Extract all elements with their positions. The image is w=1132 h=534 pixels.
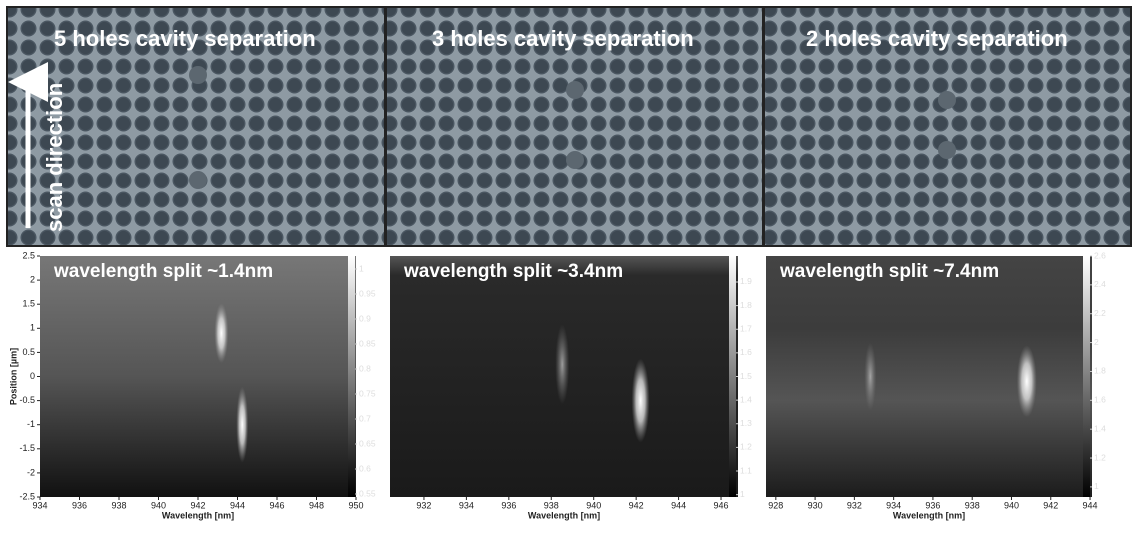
emission-spot (632, 359, 650, 443)
x-tick-label: 942 (190, 500, 205, 510)
y-tick-label: -2.5 (19, 491, 35, 501)
colorbar-tick-label: 1.1 (740, 465, 752, 475)
x-tick-label: 932 (847, 500, 862, 510)
colorbar-tick-label: 2.2 (1094, 308, 1106, 318)
x-tick-label: 938 (965, 500, 980, 510)
x-tick-label: 944 (1083, 500, 1098, 510)
x-tick-label: 936 (501, 500, 516, 510)
x-tick-label: 938 (544, 500, 559, 510)
colorbar-tick-label: 0.6 (359, 463, 371, 473)
colorbar-tick-label: 1 (359, 263, 364, 273)
y-tick-label: -0.5 (19, 395, 35, 405)
colorbar-tick-label: 0.55 (359, 488, 376, 498)
x-tick-label: 932 (416, 500, 431, 510)
colorbar-tick-label: 1.9 (740, 276, 752, 286)
scan-label: scan direction (42, 83, 67, 232)
colorbar-tick-label: 1.4 (740, 394, 752, 404)
x-tick-label: 934 (459, 500, 474, 510)
sem-title: 3 holes cavity separation (432, 26, 694, 51)
colorbar-tick-label: 2.6 (1094, 250, 1106, 260)
y-tick-label: 1 (30, 323, 35, 333)
colorbar-tick-label: 1.2 (1094, 452, 1106, 462)
y-tick-label: 2.5 (22, 250, 35, 260)
x-tick-label: 934 (886, 500, 901, 510)
x-tick-label: 942 (629, 500, 644, 510)
x-tick-label: 928 (768, 500, 783, 510)
x-tick-label: 940 (1004, 500, 1019, 510)
panel-title: wavelength split ~1.4nm (53, 261, 273, 282)
y-axis-label: Position [µm] (8, 348, 18, 405)
y-tick-label: -2 (27, 467, 35, 477)
x-tick-label: 936 (72, 500, 87, 510)
y-tick-label: 0 (30, 371, 35, 381)
y-tick-label: 2 (30, 274, 35, 284)
x-tick-label: 950 (348, 500, 363, 510)
colorbar-tick-label: 1.3 (740, 418, 752, 428)
emission-spot (214, 303, 228, 363)
colorbar-tick-label: 2.4 (1094, 279, 1106, 289)
x-tick-label: 946 (714, 500, 729, 510)
panel-title: wavelength split ~3.4nm (403, 261, 623, 282)
colorbar-tick-label: 1.4 (1094, 423, 1106, 433)
x-tick-label: 934 (32, 500, 47, 510)
x-tick-label: 940 (586, 500, 601, 510)
figure: 5 holes cavity separation 3 holes cavity… (0, 0, 1132, 529)
colorbar-tick-label: 0.9 (359, 313, 371, 323)
sem-title: 5 holes cavity separation (54, 26, 316, 51)
colorbar-tick-label: 2 (1094, 337, 1099, 347)
colorbar-tick-label: 0.75 (359, 388, 376, 398)
colorbar-tick-label: 1.7 (740, 323, 752, 333)
x-axis-label: Wavelength [nm] (893, 510, 965, 520)
x-tick-label: 944 (671, 500, 686, 510)
colorbar-tick-label: 0.65 (359, 438, 376, 448)
colorbar-tick-label: 1.5 (740, 371, 752, 381)
x-tick-label: 938 (111, 500, 126, 510)
x-tick-label: 944 (230, 500, 245, 510)
colorbar (348, 256, 355, 497)
sem-title: 2 holes cavity separation (806, 26, 1068, 51)
x-tick-label: 940 (151, 500, 166, 510)
y-tick-label: -1.5 (19, 443, 35, 453)
colorbar-tick-label: 0.8 (359, 363, 371, 373)
x-tick-label: 942 (1043, 500, 1058, 510)
x-axis-label: Wavelength [nm] (162, 510, 234, 520)
x-tick-label: 948 (309, 500, 324, 510)
colorbar (729, 256, 736, 497)
emission-spot (1017, 345, 1037, 417)
colorbar (1083, 256, 1090, 497)
colorbar-tick-label: 1.6 (740, 347, 752, 357)
x-tick-label: 936 (925, 500, 940, 510)
heatmap-image (766, 256, 1092, 497)
colorbar-tick-label: 0.95 (359, 288, 376, 298)
emission-spot (864, 343, 876, 411)
colorbar-tick-label: 1.8 (740, 300, 752, 310)
heatmap-image (40, 256, 356, 497)
emission-spot (236, 387, 248, 463)
colorbar-tick-label: 1 (740, 489, 745, 499)
colorbar-tick-label: 0.85 (359, 338, 376, 348)
colorbar-tick-label: 1.2 (740, 442, 752, 452)
panel-title: wavelength split ~7.4nm (779, 261, 999, 282)
x-tick-label: 946 (269, 500, 284, 510)
x-axis-label: Wavelength [nm] (528, 510, 600, 520)
x-tick-label: 930 (808, 500, 823, 510)
colorbar-tick-label: 1 (1094, 481, 1099, 491)
colorbar-tick-label: 1.6 (1094, 395, 1106, 405)
y-tick-label: 0.5 (22, 347, 35, 357)
y-tick-label: 1.5 (22, 299, 35, 309)
colorbar-tick-label: 1.8 (1094, 366, 1106, 376)
emission-spot (555, 324, 569, 404)
colorbar-tick-label: 0.7 (359, 413, 371, 423)
y-tick-label: -1 (27, 419, 35, 429)
